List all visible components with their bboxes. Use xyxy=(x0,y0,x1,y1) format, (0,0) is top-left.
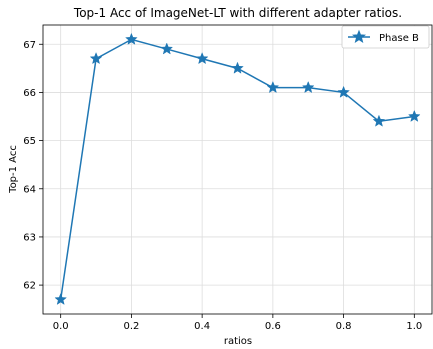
y-tick-label: 67 xyxy=(23,40,36,51)
data-point-star xyxy=(160,42,174,55)
y-tick-label: 66 xyxy=(23,88,36,99)
axis-ticks: 0.0 0.2 0.4 0.6 0.8 1.0 62 63 64 65 66 67 xyxy=(23,40,422,332)
x-tick-label: 0.8 xyxy=(336,321,352,332)
data-point-star xyxy=(407,109,421,122)
y-tick-label: 63 xyxy=(23,232,36,243)
data-point-star xyxy=(231,61,244,74)
y-axis-label: Top-1 Acc xyxy=(8,145,19,194)
x-tick-label: 0.0 xyxy=(53,321,69,332)
y-tick-label: 65 xyxy=(23,136,36,147)
x-tick-label: 0.2 xyxy=(123,321,139,332)
x-tick-label: 0.6 xyxy=(265,321,281,332)
data-point-star xyxy=(266,80,280,94)
x-tick-label: 1.0 xyxy=(406,321,422,332)
series-line-phase-b xyxy=(59,38,415,300)
chart-title: Top-1 Acc of ImageNet-LT with different … xyxy=(73,6,402,20)
legend-star-marker xyxy=(351,29,367,43)
x-tick-label: 0.4 xyxy=(194,321,210,332)
plot-frame xyxy=(42,24,433,315)
legend-label-phase-b: Phase B xyxy=(379,33,419,44)
y-tick-label: 64 xyxy=(23,184,36,195)
grid xyxy=(43,25,432,314)
data-point-star xyxy=(195,52,209,65)
data-point-star xyxy=(89,52,103,65)
series-layer xyxy=(54,32,421,305)
legend-frame xyxy=(341,25,430,49)
legend: Phase B xyxy=(341,25,430,49)
data-point-star xyxy=(125,32,138,45)
data-point-star xyxy=(337,85,350,98)
data-point-star xyxy=(372,114,386,127)
data-point-star xyxy=(54,292,68,305)
y-tick-label: 62 xyxy=(23,281,36,292)
x-axis-label: ratios xyxy=(224,336,252,347)
data-point-star xyxy=(301,80,315,94)
